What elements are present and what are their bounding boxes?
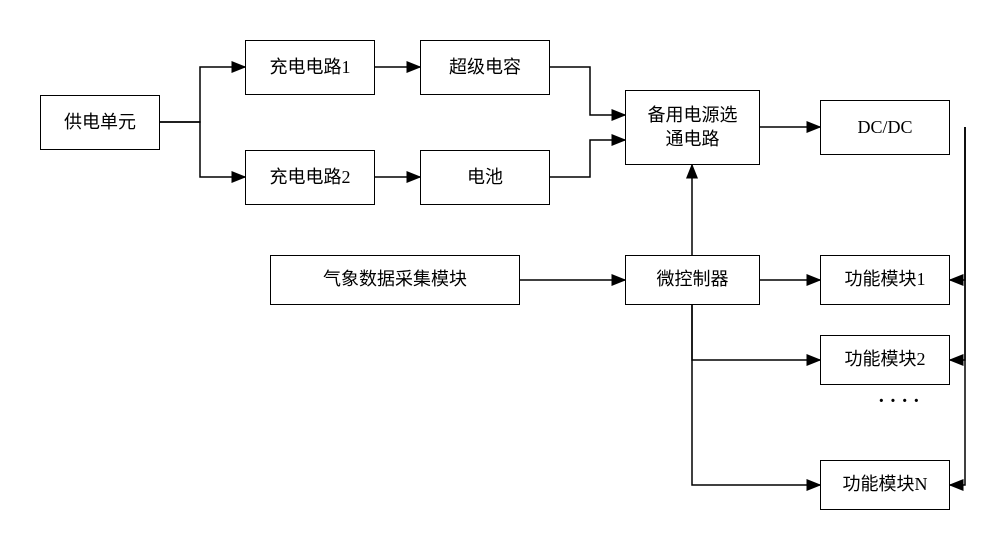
node-backup_sel: 备用电源选 通电路 — [625, 90, 760, 165]
node-power_supply: 供电单元 — [40, 95, 160, 150]
edge-dcdc-to-funcN — [950, 127, 965, 485]
edge-power_supply-to-charge2 — [160, 122, 245, 177]
edge-power_supply-to-charge1 — [160, 67, 245, 122]
node-funcN: 功能模块N — [820, 460, 950, 510]
node-battery: 电池 — [420, 150, 550, 205]
node-meteo: 气象数据采集模块 — [270, 255, 520, 305]
edge-dcdc-to-func2 — [950, 127, 965, 360]
node-charge1: 充电电路1 — [245, 40, 375, 95]
edge-supercap-to-backup_sel — [550, 67, 625, 115]
node-func1: 功能模块1 — [820, 255, 950, 305]
node-func2: 功能模块2 — [820, 335, 950, 385]
node-charge2: 充电电路2 — [245, 150, 375, 205]
node-dcdc: DC/DC — [820, 100, 950, 155]
edge-battery-to-backup_sel — [550, 140, 625, 177]
node-mcu: 微控制器 — [625, 255, 760, 305]
edge-mcu-to-func2 — [692, 305, 820, 360]
ellipsis-dots: · · · · — [878, 395, 920, 407]
edge-mcu-to-funcN — [692, 305, 820, 485]
edge-dcdc-to-func1 — [950, 127, 965, 280]
node-supercap: 超级电容 — [420, 40, 550, 95]
